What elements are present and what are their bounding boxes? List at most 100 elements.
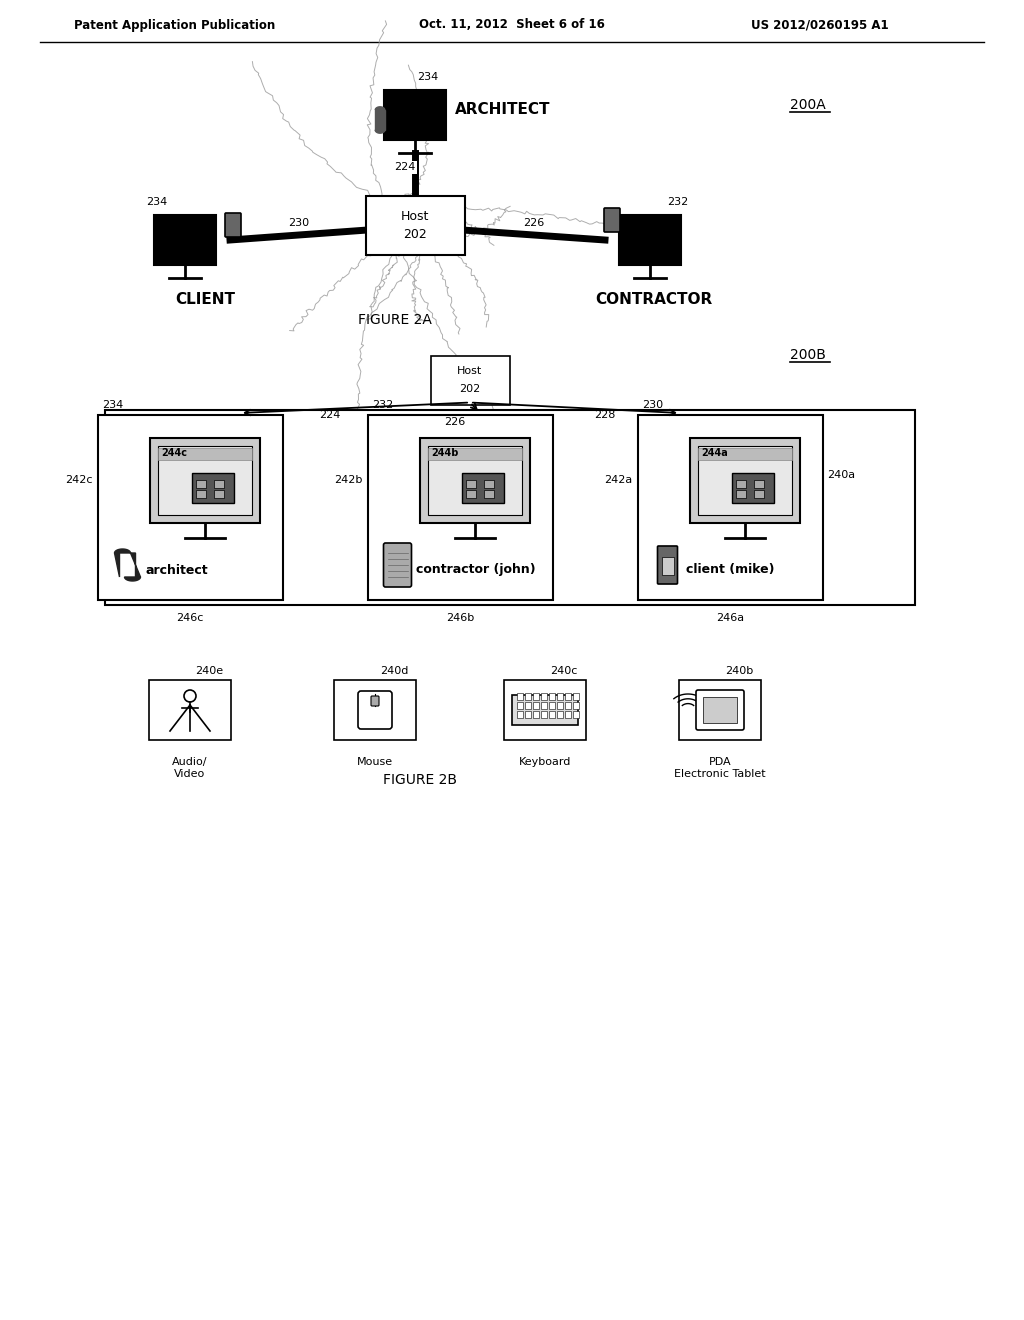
- Text: Host: Host: [400, 210, 429, 223]
- FancyBboxPatch shape: [225, 213, 241, 238]
- FancyBboxPatch shape: [565, 702, 571, 709]
- Text: 226: 226: [444, 417, 466, 426]
- FancyBboxPatch shape: [193, 473, 234, 503]
- FancyBboxPatch shape: [196, 480, 206, 488]
- Text: 230: 230: [642, 400, 664, 411]
- FancyBboxPatch shape: [525, 711, 531, 718]
- FancyBboxPatch shape: [512, 696, 578, 725]
- Text: 226: 226: [523, 218, 545, 228]
- Polygon shape: [115, 549, 140, 581]
- FancyBboxPatch shape: [754, 490, 764, 498]
- FancyBboxPatch shape: [158, 447, 252, 459]
- FancyBboxPatch shape: [618, 215, 681, 265]
- FancyBboxPatch shape: [557, 693, 563, 700]
- FancyBboxPatch shape: [732, 473, 774, 503]
- FancyBboxPatch shape: [517, 702, 523, 709]
- Text: US 2012/0260195 A1: US 2012/0260195 A1: [752, 18, 889, 32]
- Text: 200B: 200B: [790, 348, 826, 362]
- Text: FIGURE 2B: FIGURE 2B: [383, 774, 457, 787]
- Text: Oct. 11, 2012  Sheet 6 of 16: Oct. 11, 2012 Sheet 6 of 16: [419, 18, 605, 32]
- FancyBboxPatch shape: [366, 195, 465, 255]
- Text: 246c: 246c: [176, 612, 204, 623]
- FancyBboxPatch shape: [154, 215, 216, 265]
- FancyBboxPatch shape: [150, 437, 260, 523]
- Text: 202: 202: [403, 227, 427, 240]
- FancyBboxPatch shape: [573, 693, 579, 700]
- FancyBboxPatch shape: [541, 693, 547, 700]
- FancyBboxPatch shape: [484, 480, 494, 488]
- FancyBboxPatch shape: [690, 437, 800, 523]
- FancyBboxPatch shape: [368, 414, 553, 601]
- Text: ARCHITECT: ARCHITECT: [455, 103, 551, 117]
- Text: 244c: 244c: [161, 449, 187, 458]
- Text: client (mike): client (mike): [685, 564, 774, 577]
- FancyBboxPatch shape: [557, 711, 563, 718]
- Text: Mouse: Mouse: [357, 756, 393, 767]
- Text: CONTRACTOR: CONTRACTOR: [595, 293, 713, 308]
- FancyBboxPatch shape: [384, 543, 412, 587]
- FancyBboxPatch shape: [466, 490, 476, 498]
- FancyBboxPatch shape: [525, 702, 531, 709]
- Text: CLIENT: CLIENT: [175, 293, 234, 308]
- FancyBboxPatch shape: [696, 690, 744, 730]
- FancyBboxPatch shape: [736, 490, 746, 498]
- Text: 246b: 246b: [445, 612, 474, 623]
- FancyBboxPatch shape: [549, 711, 555, 718]
- FancyBboxPatch shape: [105, 411, 915, 605]
- Text: 224: 224: [319, 411, 341, 420]
- FancyBboxPatch shape: [525, 693, 531, 700]
- FancyBboxPatch shape: [384, 90, 446, 140]
- FancyBboxPatch shape: [534, 702, 539, 709]
- Text: 228: 228: [594, 411, 615, 420]
- FancyBboxPatch shape: [573, 711, 579, 718]
- Text: contractor (john): contractor (john): [416, 564, 536, 577]
- Text: PDA
Electronic Tablet: PDA Electronic Tablet: [674, 756, 766, 779]
- FancyBboxPatch shape: [150, 680, 231, 741]
- FancyBboxPatch shape: [462, 473, 504, 503]
- Text: 244a: 244a: [701, 449, 728, 458]
- FancyBboxPatch shape: [638, 414, 822, 601]
- FancyBboxPatch shape: [557, 702, 563, 709]
- FancyBboxPatch shape: [484, 490, 494, 498]
- FancyBboxPatch shape: [754, 480, 764, 488]
- Text: 230: 230: [288, 218, 309, 228]
- Text: Keyboard: Keyboard: [519, 756, 571, 767]
- FancyBboxPatch shape: [662, 557, 674, 576]
- Text: 240d: 240d: [380, 667, 409, 676]
- Text: 202: 202: [460, 384, 480, 393]
- FancyBboxPatch shape: [657, 546, 678, 583]
- FancyBboxPatch shape: [565, 711, 571, 718]
- Text: architect: architect: [145, 564, 208, 577]
- Polygon shape: [375, 129, 385, 133]
- Text: 234: 234: [146, 197, 168, 207]
- FancyBboxPatch shape: [698, 446, 792, 515]
- Text: 234: 234: [102, 400, 124, 411]
- FancyBboxPatch shape: [604, 209, 620, 232]
- FancyBboxPatch shape: [466, 480, 476, 488]
- FancyBboxPatch shape: [534, 693, 539, 700]
- FancyBboxPatch shape: [565, 693, 571, 700]
- Text: 242c: 242c: [65, 475, 92, 484]
- FancyBboxPatch shape: [97, 414, 283, 601]
- FancyBboxPatch shape: [158, 446, 252, 515]
- Text: 242b: 242b: [334, 475, 362, 484]
- FancyBboxPatch shape: [679, 680, 761, 741]
- Text: FIGURE 2A: FIGURE 2A: [358, 313, 432, 327]
- FancyBboxPatch shape: [698, 447, 792, 459]
- FancyBboxPatch shape: [541, 711, 547, 718]
- Text: 244b: 244b: [431, 449, 459, 458]
- Polygon shape: [375, 107, 385, 110]
- FancyBboxPatch shape: [430, 355, 510, 404]
- FancyBboxPatch shape: [703, 697, 737, 723]
- FancyBboxPatch shape: [428, 446, 522, 515]
- FancyBboxPatch shape: [517, 711, 523, 718]
- FancyBboxPatch shape: [334, 680, 416, 741]
- FancyBboxPatch shape: [214, 490, 224, 498]
- FancyBboxPatch shape: [358, 690, 392, 729]
- Text: 234: 234: [417, 73, 438, 82]
- Text: 240a: 240a: [827, 470, 856, 480]
- FancyBboxPatch shape: [541, 702, 547, 709]
- FancyBboxPatch shape: [534, 711, 539, 718]
- Text: Patent Application Publication: Patent Application Publication: [75, 18, 275, 32]
- FancyBboxPatch shape: [504, 680, 586, 741]
